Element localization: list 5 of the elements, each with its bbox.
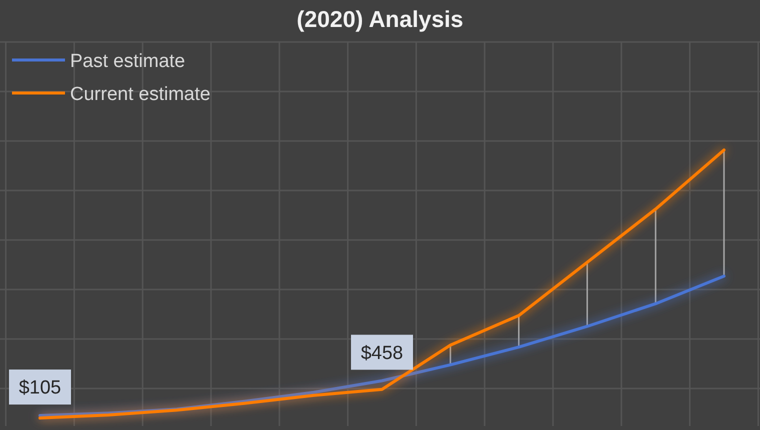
data-label: $458 — [360, 342, 404, 364]
legend-label: Past estimate — [70, 51, 186, 72]
legend-label: Current estimate — [70, 84, 210, 105]
chart-title: (2020) Analysis — [296, 6, 464, 32]
data-label: $105 — [18, 378, 62, 399]
